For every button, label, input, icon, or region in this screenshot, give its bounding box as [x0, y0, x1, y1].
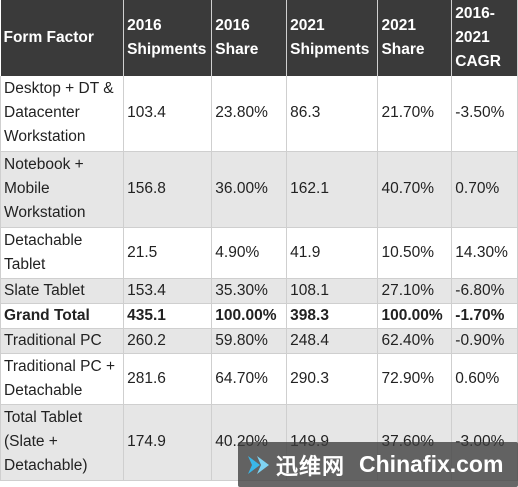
- shipments-2021-cell: 162.1: [286, 151, 379, 228]
- header-2016-share: 2016 Share: [211, 0, 288, 76]
- table-row: Slate Tablet 153.4 35.30% 108.1 27.10% -6.80%: [0, 278, 518, 304]
- chinafix-logo-icon: [246, 452, 272, 478]
- header-cagr: 2016-2021 CAGR: [451, 0, 518, 76]
- shipments-2021-cell: 108.1: [286, 278, 379, 304]
- table-row: Detachable Tablet 21.5 4.90% 41.9 10.50% 14.3…: [0, 227, 518, 279]
- shipments-2021-cell: 86.3: [286, 76, 379, 152]
- shipments-2016-cell: 21.5: [123, 227, 213, 279]
- share-2021-cell: 10.50%: [377, 227, 453, 279]
- chinafix-watermark: 迅维网 Chinafix.com: [238, 442, 518, 487]
- form-factor-cell: Slate Tablet: [0, 278, 125, 304]
- table-row: Traditional PC + Detachable 281.6 64.70% 29…: [0, 353, 518, 405]
- share-2021-cell: 21.70%: [377, 76, 453, 152]
- shipments-2021-cell: 290.3: [286, 353, 379, 405]
- cagr-cell: 0.70%: [451, 151, 518, 228]
- form-factor-cell: Desktop + DT & Datacenter Workstation: [0, 76, 125, 152]
- table-header-row: Form Factor 2016 Shipments 2016 Share 20…: [0, 0, 518, 76]
- share-2021-cell: 62.40%: [377, 328, 453, 354]
- header-2016-shipments: 2016 Shipments: [123, 0, 213, 76]
- table-row: Desktop + DT & Datacenter Workstation 103…: [0, 76, 518, 152]
- form-factor-cell: Total Tablet (Slate + Detachable): [0, 404, 125, 481]
- shipments-2016-cell: 435.1: [123, 303, 213, 329]
- shipments-2016-cell: 103.4: [123, 76, 213, 152]
- share-2021-cell: 72.90%: [377, 353, 453, 405]
- header-form-factor: Form Factor: [0, 0, 125, 76]
- share-2021-cell: 40.70%: [377, 151, 453, 228]
- shipments-2021-cell: 398.3: [286, 303, 379, 329]
- form-factor-cell: Detachable Tablet: [0, 227, 125, 279]
- table-row: Grand Total 435.1 100.00% 398.3 100.00% -1.70…: [0, 303, 518, 329]
- shipments-2016-cell: 260.2: [123, 328, 213, 354]
- cagr-cell: 0.60%: [451, 353, 518, 405]
- cagr-cell: 14.30%: [451, 227, 518, 279]
- share-2021-cell: 100.00%: [377, 303, 453, 329]
- shipments-2016-cell: 174.9: [123, 404, 213, 481]
- table-row: Notebook + Mobile Workstation 156.8 36.00%…: [0, 151, 518, 228]
- share-2021-cell: 27.10%: [377, 278, 453, 304]
- share-2016-cell: 100.00%: [211, 303, 288, 329]
- share-2016-cell: 64.70%: [211, 353, 288, 405]
- shipments-2016-cell: 153.4: [123, 278, 213, 304]
- form-factor-cell: Notebook + Mobile Workstation: [0, 151, 125, 228]
- shipments-2021-cell: 41.9: [286, 227, 379, 279]
- cagr-cell: -0.90%: [451, 328, 518, 354]
- share-2016-cell: 35.30%: [211, 278, 288, 304]
- table-body: Desktop + DT & Datacenter Workstation 103…: [0, 76, 518, 481]
- header-2021-share: 2021 Share: [377, 0, 453, 76]
- share-2016-cell: 36.00%: [211, 151, 288, 228]
- cagr-cell: -6.80%: [451, 278, 518, 304]
- shipments-2016-cell: 281.6: [123, 353, 213, 405]
- watermark-en-text: Chinafix.com: [359, 451, 504, 477]
- cagr-cell: -3.50%: [451, 76, 518, 152]
- form-factor-cell: Traditional PC: [0, 328, 125, 354]
- form-factor-cell: Traditional PC + Detachable: [0, 353, 125, 405]
- cagr-cell: -1.70%: [451, 303, 518, 329]
- shipments-2021-cell: 248.4: [286, 328, 379, 354]
- share-2016-cell: 23.80%: [211, 76, 288, 152]
- share-2016-cell: 4.90%: [211, 227, 288, 279]
- shipments-2016-cell: 156.8: [123, 151, 213, 228]
- form-factor-cell: Grand Total: [0, 303, 125, 329]
- share-2016-cell: 59.80%: [211, 328, 288, 354]
- header-2021-shipments: 2021 Shipments: [286, 0, 379, 76]
- watermark-cn-text: 迅维网: [276, 454, 346, 480]
- table-row: Traditional PC 260.2 59.80% 248.4 62.40% -0.9…: [0, 328, 518, 354]
